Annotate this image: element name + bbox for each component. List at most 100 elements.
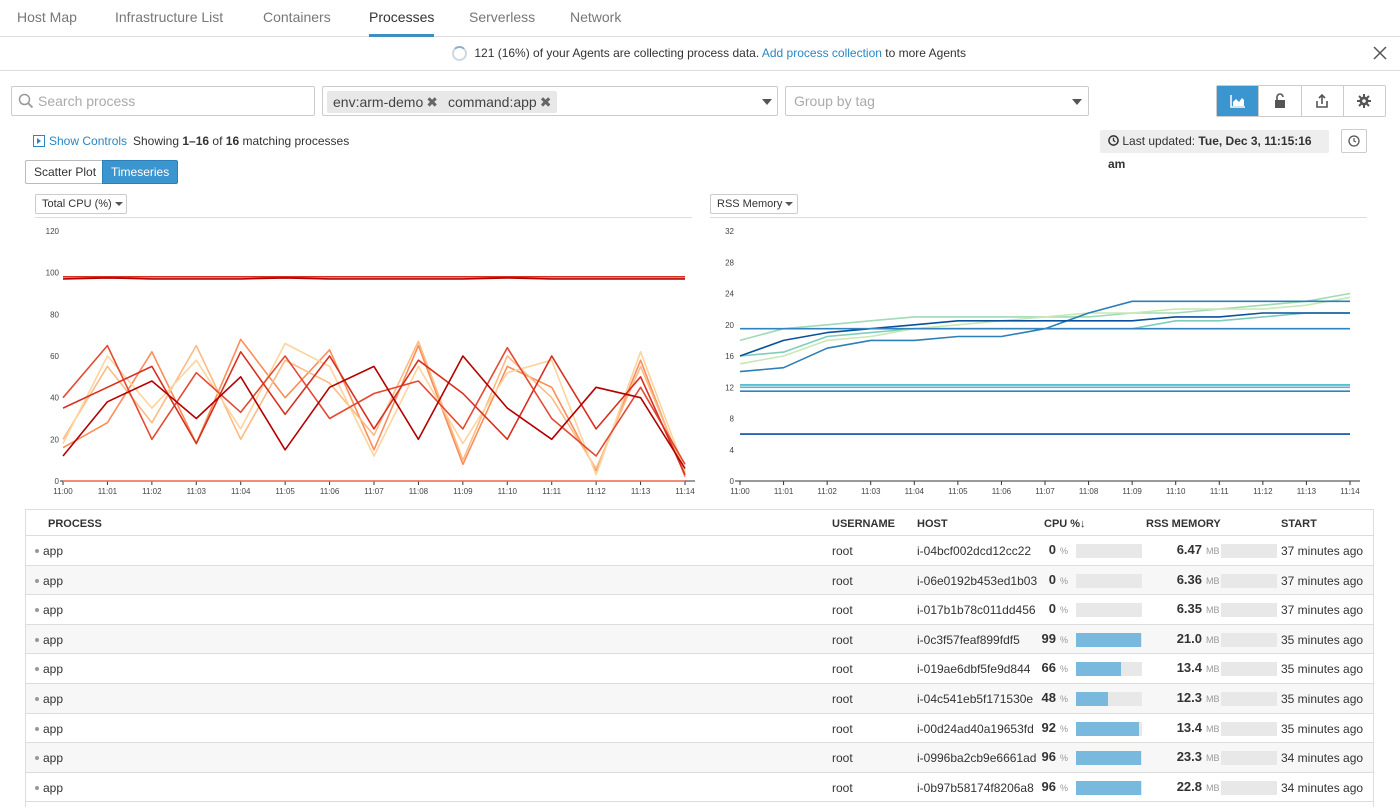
status-dot-icon xyxy=(35,637,39,642)
settings-button[interactable] xyxy=(1344,86,1385,116)
cpu-number: 96 xyxy=(1041,778,1056,794)
cpu-value: 96 xyxy=(1026,749,1056,764)
show-controls-toggle[interactable]: Show Controls xyxy=(33,134,127,148)
search-process-field[interactable] xyxy=(11,86,315,116)
tab-host-map[interactable]: Host Map xyxy=(17,9,77,25)
process-name[interactable]: app xyxy=(35,692,63,706)
y-tick-label: 120 xyxy=(46,227,60,236)
memory-bar xyxy=(1221,691,1277,706)
table-row[interactable]: app root i-0b97b58174f8206a8 96% 22.8 MB 34 mi… xyxy=(26,773,1373,803)
lock-button[interactable] xyxy=(1259,86,1302,116)
tab-containers[interactable]: Containers xyxy=(263,9,331,25)
col-rss-memory[interactable]: RSS MEMORY xyxy=(1146,518,1221,530)
col-process[interactable]: PROCESS xyxy=(48,518,102,530)
start-cell: 35 minutes ago xyxy=(1281,721,1364,736)
memory-metric-select[interactable]: RSS Memory xyxy=(710,194,798,214)
col-host[interactable]: HOST xyxy=(917,518,948,530)
host-cell[interactable]: i-0b97b58174f8206a8 xyxy=(917,780,1034,795)
search-process-input[interactable] xyxy=(38,88,308,114)
host-cell[interactable]: i-0996ba2cb9e6661ad xyxy=(917,751,1037,766)
x-tick-label: 11:03 xyxy=(187,487,207,496)
table-row[interactable]: app root i-06e0192b453ed1b03 0% 6.36 MB 37 min… xyxy=(26,565,1373,596)
clock-icon xyxy=(1108,135,1119,146)
memory-number: 13.4 xyxy=(1176,660,1202,676)
y-tick-label: 0 xyxy=(730,477,735,486)
remove-tag-icon[interactable]: ✖ xyxy=(539,94,552,110)
table-row[interactable]: app root i-00d24ad40a19653fd 92% 13.4 MB 35 mi… xyxy=(26,714,1373,744)
remove-tag-icon[interactable]: ✖ xyxy=(426,94,438,110)
table-row[interactable]: app root i-04bcf002dcd12cc22 0% 6.47 MB 37 min… xyxy=(26,536,1373,566)
cpu-number: 99 xyxy=(1041,630,1056,646)
process-name-text: app xyxy=(43,721,64,736)
process-name[interactable]: app xyxy=(35,603,63,617)
process-name-text: app xyxy=(43,780,64,795)
tab-infrastructure-list[interactable]: Infrastructure List xyxy=(115,9,224,25)
chart-view-button[interactable] xyxy=(1217,86,1260,116)
group-by-select[interactable]: Group by tag xyxy=(785,86,1089,116)
col-username[interactable]: USERNAME xyxy=(832,518,895,530)
memory-unit: MB xyxy=(1206,693,1220,704)
x-tick-label: 11:05 xyxy=(948,487,968,496)
y-tick-label: 20 xyxy=(725,321,734,330)
gear-icon xyxy=(1357,94,1372,108)
process-name[interactable]: app xyxy=(35,574,63,588)
tab-processes[interactable]: Processes xyxy=(369,0,435,37)
y-tick-label: 4 xyxy=(730,446,735,455)
process-name[interactable]: app xyxy=(35,633,63,647)
process-name[interactable]: app xyxy=(35,781,63,795)
table-row[interactable]: app root i-04c541eb5f171530e 48% 12.3 MB 35 mi… xyxy=(26,683,1373,714)
x-tick-label: 11:12 xyxy=(1253,487,1273,496)
table-row[interactable]: app root i-019ae6dbf5fe9d844 66% 13.4 MB 35 mi… xyxy=(26,654,1373,684)
time-settings-button[interactable] xyxy=(1341,129,1367,153)
tag-chip: command:app ✖ xyxy=(442,91,558,113)
start-cell: 37 minutes ago xyxy=(1281,573,1364,588)
host-cell[interactable]: i-06e0192b453ed1b03 xyxy=(917,573,1038,588)
process-name[interactable]: app xyxy=(35,722,63,736)
y-tick-label: 24 xyxy=(725,290,734,299)
x-tick-label: 11:02 xyxy=(817,487,837,496)
view-toolbar xyxy=(1216,85,1386,117)
table-row[interactable]: app root i-0c3f57feaf899fdf5 99% 21.0 MB 35 mi… xyxy=(26,624,1373,655)
showing-range: 1–16 xyxy=(182,134,210,148)
tab-network[interactable]: Network xyxy=(570,9,622,25)
col-cpu[interactable]: CPU %↓ xyxy=(1044,518,1086,530)
col-start[interactable]: START xyxy=(1281,518,1317,530)
process-name[interactable]: app xyxy=(35,544,63,558)
memory-unit: MB xyxy=(1206,634,1220,645)
series-line xyxy=(62,277,685,280)
export-button[interactable] xyxy=(1302,86,1344,116)
memory-number: 23.3 xyxy=(1176,749,1202,765)
host-cell[interactable]: i-017b1b78c011dd456 xyxy=(917,603,1036,618)
memory-value: 12.3 xyxy=(1146,690,1202,705)
status-dot-icon xyxy=(35,667,39,672)
memory-bar xyxy=(1221,573,1277,588)
chevron-down-icon[interactable] xyxy=(762,99,772,105)
memory-value: 6.47 xyxy=(1146,542,1202,557)
host-cell[interactable]: i-04c541eb5f171530e xyxy=(917,691,1034,706)
timeseries-button[interactable]: Timeseries xyxy=(102,160,179,184)
table-row[interactable]: app root i-0996ba2cb9e6661ad 96% 23.3 MB 34 mi… xyxy=(26,743,1373,773)
x-tick-label: 11:02 xyxy=(142,487,162,496)
host-cell[interactable]: i-00d24ad40a19653fd xyxy=(917,721,1034,736)
memory-value: 6.35 xyxy=(1146,601,1202,616)
process-name[interactable]: app xyxy=(35,662,63,676)
cpu-metric-select[interactable]: Total CPU (%) xyxy=(35,194,127,214)
host-cell[interactable]: i-019ae6dbf5fe9d844 xyxy=(917,662,1031,677)
x-tick-label: 11:12 xyxy=(586,487,606,496)
close-icon[interactable] xyxy=(1372,45,1388,61)
add-process-collection-link[interactable]: Add process collection xyxy=(761,46,882,60)
process-name-text: app xyxy=(43,691,64,706)
host-cell[interactable]: i-04bcf002dcd12cc22 xyxy=(917,544,1032,558)
tag-filter[interactable]: env:arm-demo ✖ command:app ✖ xyxy=(322,86,778,116)
host-cell[interactable]: i-0c3f57feaf899fdf5 xyxy=(917,632,1020,647)
tab-serverless[interactable]: Serverless xyxy=(469,9,536,25)
cpu-value: 48 xyxy=(1026,690,1056,705)
x-tick-label: 11:07 xyxy=(1035,487,1055,496)
start-cell: 35 minutes ago xyxy=(1281,662,1364,677)
memory-bar xyxy=(1221,603,1277,618)
last-updated-value: Tue, Dec 3, 11:15:16 am xyxy=(1108,134,1312,171)
x-tick-label: 11:13 xyxy=(631,487,651,496)
table-row[interactable]: app root i-017b1b78c011dd456 0% 6.35 MB 37 min… xyxy=(26,595,1373,625)
scatter-plot-button[interactable]: Scatter Plot xyxy=(25,160,106,184)
process-name[interactable]: app xyxy=(35,751,63,765)
